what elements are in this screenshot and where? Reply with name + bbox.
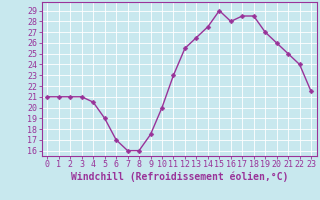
X-axis label: Windchill (Refroidissement éolien,°C): Windchill (Refroidissement éolien,°C) [70,172,288,182]
